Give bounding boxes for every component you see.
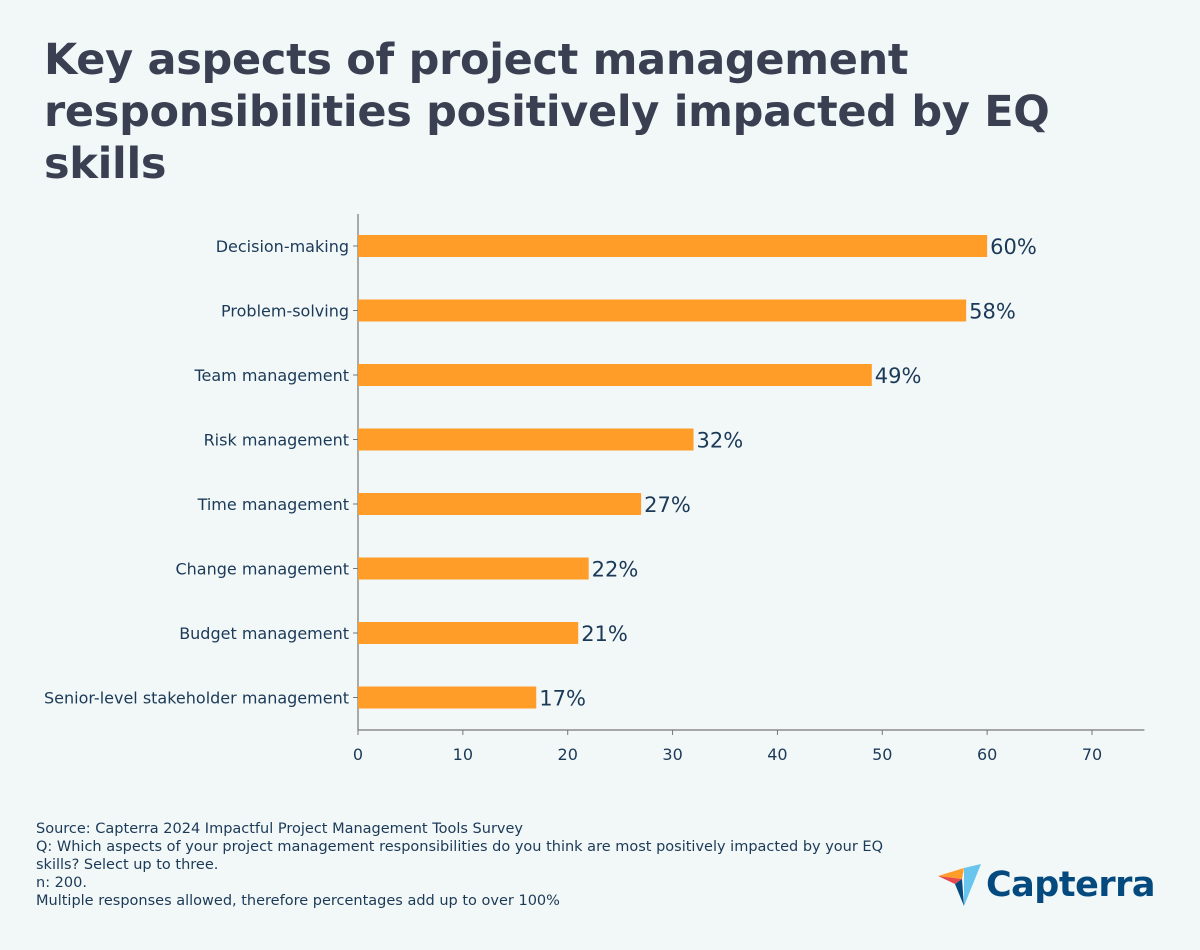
x-tick-label: 20 — [558, 745, 578, 764]
category-label: Budget management — [179, 624, 349, 643]
data-label: 58% — [969, 300, 1016, 324]
x-tick-label: 10 — [453, 745, 473, 764]
category-label: Senior-level stakeholder management — [44, 689, 349, 708]
category-label: Risk management — [204, 431, 349, 450]
bar — [358, 686, 537, 709]
category-label: Time management — [197, 495, 349, 514]
logo-text: Capterra — [986, 865, 1155, 905]
data-label: 32% — [697, 429, 744, 453]
data-label: 22% — [592, 558, 639, 582]
question-note: Q: Which aspects of your project managem… — [36, 839, 883, 873]
capterra-logo: Capterra — [938, 864, 1155, 906]
category-label: Team management — [193, 366, 349, 385]
category-label: Decision-making — [216, 237, 349, 256]
bar — [358, 235, 988, 257]
capterra-arrow-icon — [938, 864, 981, 906]
data-label: 17% — [539, 687, 586, 711]
x-tick-label: 0 — [353, 745, 363, 764]
bar — [358, 622, 579, 644]
bar — [358, 364, 872, 386]
x-tick-label: 40 — [767, 745, 787, 764]
x-tick-label: 60 — [977, 745, 997, 764]
data-label: 21% — [581, 622, 628, 646]
data-label: 60% — [990, 235, 1037, 259]
bar — [358, 493, 642, 515]
data-label: 49% — [875, 364, 922, 388]
footer-notes: Source: Capterra 2024 Impactful Project … — [36, 820, 916, 910]
x-tick-label: 50 — [872, 745, 892, 764]
x-tick-label: 70 — [1082, 745, 1102, 764]
bar — [358, 428, 694, 451]
multiple-responses-note: Multiple responses allowed, therefore pe… — [36, 893, 560, 909]
source-note: Source: Capterra 2024 Impactful Project … — [36, 821, 523, 837]
x-tick-label: 30 — [662, 745, 682, 764]
data-label: 27% — [644, 493, 691, 517]
bar-chart: 0 10 20 30 40 50 60 70 Decision-making 60% Problem… — [44, 214, 1145, 764]
bar — [358, 299, 967, 322]
sample-size-note: n: 200. — [36, 875, 87, 891]
category-label: Problem-solving — [221, 302, 349, 321]
chart-title: Key aspects of project management respon… — [44, 35, 1050, 189]
category-label: Change management — [175, 560, 349, 579]
bar — [358, 557, 589, 580]
